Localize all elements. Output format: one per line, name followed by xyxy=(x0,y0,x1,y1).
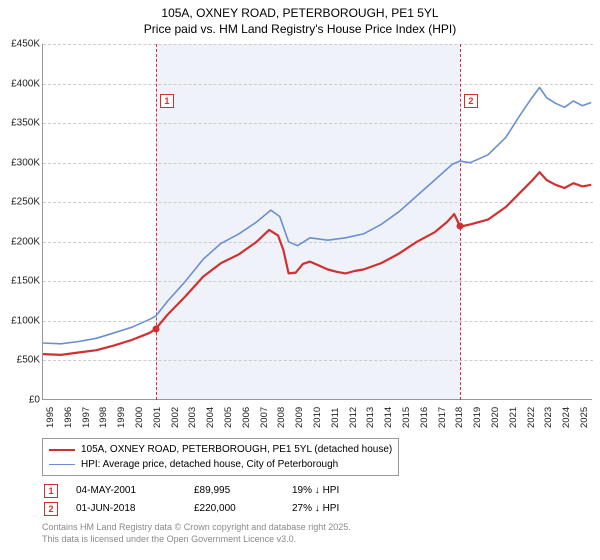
title-line1: 105A, OXNEY ROAD, PETERBOROUGH, PE1 5YL xyxy=(0,6,600,22)
price-badge: 2 xyxy=(44,502,58,516)
legend-swatch xyxy=(49,464,75,465)
title-line2: Price paid vs. HM Land Registry's House … xyxy=(0,22,600,38)
x-tick-label: 2003 xyxy=(187,407,198,428)
chart-area: 12 xyxy=(42,44,592,400)
x-tick-label: 2025 xyxy=(579,407,590,428)
legend-item-property: 105A, OXNEY ROAD, PETERBOROUGH, PE1 5YL … xyxy=(49,442,392,457)
x-tick-label: 1996 xyxy=(63,407,74,428)
footer: Contains HM Land Registry data © Crown c… xyxy=(42,522,592,545)
plot-region: 12 xyxy=(42,44,592,400)
x-tick-label: 2022 xyxy=(526,407,537,428)
price-diff: 27% ↓ HPI xyxy=(292,500,339,518)
y-tick-label: £50K xyxy=(2,355,40,366)
y-tick-label: £450K xyxy=(2,39,40,50)
x-tick-label: 2015 xyxy=(401,407,412,428)
price-amount: £89,995 xyxy=(194,482,274,500)
y-tick-label: £100K xyxy=(2,315,40,326)
x-tick-label: 2023 xyxy=(543,407,554,428)
x-tick-label: 1997 xyxy=(81,407,92,428)
price-date: 01-JUN-2018 xyxy=(76,500,176,518)
y-tick-label: £0 xyxy=(2,395,40,406)
legend-swatch xyxy=(49,449,75,451)
series-property xyxy=(43,172,591,355)
x-tick-label: 2009 xyxy=(294,407,305,428)
x-tick-label: 2011 xyxy=(330,408,341,428)
x-tick-label: 2006 xyxy=(241,407,252,428)
price-dot xyxy=(152,325,159,332)
x-tick-label: 2024 xyxy=(561,407,572,428)
y-tick-label: £150K xyxy=(2,276,40,287)
x-tick-label: 2014 xyxy=(383,407,394,428)
price-badge: 1 xyxy=(44,484,58,498)
legend-label: HPI: Average price, detached house, City… xyxy=(81,457,338,472)
legend-item-hpi: HPI: Average price, detached house, City… xyxy=(49,457,392,472)
x-tick-label: 2008 xyxy=(276,407,287,428)
vline-badge: 1 xyxy=(160,94,174,108)
x-tick-label: 2010 xyxy=(312,407,323,428)
x-tick-label: 2021 xyxy=(508,407,519,428)
x-tick-label: 1995 xyxy=(45,407,56,428)
x-tick-label: 2016 xyxy=(419,407,430,428)
price-date: 04-MAY-2001 xyxy=(76,482,176,500)
price-dot xyxy=(456,222,463,229)
x-tick-label: 2012 xyxy=(348,407,359,428)
footer-line2: This data is licensed under the Open Gov… xyxy=(42,534,592,546)
vline-badge: 2 xyxy=(464,94,478,108)
x-tick-label: 2017 xyxy=(437,407,448,428)
bottom-panel: 105A, OXNEY ROAD, PETERBOROUGH, PE1 5YL … xyxy=(42,438,592,545)
title-block: 105A, OXNEY ROAD, PETERBOROUGH, PE1 5YL … xyxy=(0,0,600,37)
y-tick-label: £250K xyxy=(2,197,40,208)
x-tick-label: 2013 xyxy=(365,407,376,428)
x-tick-label: 2002 xyxy=(170,407,181,428)
price-diff: 19% ↓ HPI xyxy=(292,482,339,500)
y-tick-label: £300K xyxy=(2,157,40,168)
x-tick-label: 2019 xyxy=(472,407,483,428)
x-tick-label: 1999 xyxy=(116,407,127,428)
x-tick-label: 2007 xyxy=(259,407,270,428)
line-series xyxy=(43,44,593,400)
series-hpi xyxy=(43,88,591,344)
x-tick-label: 2018 xyxy=(454,407,465,428)
price-row: 1 04-MAY-2001 £89,995 19% ↓ HPI xyxy=(42,482,592,500)
price-row: 2 01-JUN-2018 £220,000 27% ↓ HPI xyxy=(42,500,592,518)
x-tick-label: 2001 xyxy=(152,407,163,428)
legend-label: 105A, OXNEY ROAD, PETERBOROUGH, PE1 5YL … xyxy=(81,442,392,457)
x-tick-label: 2004 xyxy=(205,407,216,428)
y-tick-label: £200K xyxy=(2,236,40,247)
y-tick-label: £400K xyxy=(2,78,40,89)
x-tick-label: 2005 xyxy=(223,407,234,428)
y-tick-label: £350K xyxy=(2,118,40,129)
legend: 105A, OXNEY ROAD, PETERBOROUGH, PE1 5YL … xyxy=(42,438,399,476)
x-tick-label: 2000 xyxy=(134,407,145,428)
price-amount: £220,000 xyxy=(194,500,274,518)
footer-line1: Contains HM Land Registry data © Crown c… xyxy=(42,522,592,534)
x-tick-label: 2020 xyxy=(490,407,501,428)
chart-container: 105A, OXNEY ROAD, PETERBOROUGH, PE1 5YL … xyxy=(0,0,600,560)
x-tick-label: 1998 xyxy=(98,407,109,428)
price-rows: 1 04-MAY-2001 £89,995 19% ↓ HPI 2 01-JUN-2018… xyxy=(42,482,592,518)
